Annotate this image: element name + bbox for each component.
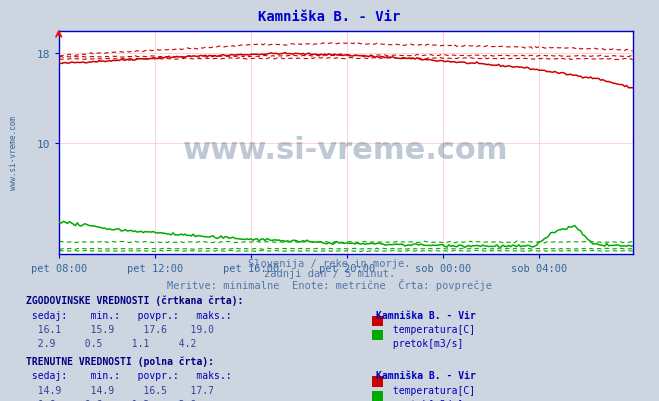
Text: Slovenija / reke in morje.: Slovenija / reke in morje. [248,259,411,269]
Text: pretok[m3/s]: pretok[m3/s] [387,338,463,348]
Text: temperatura[C]: temperatura[C] [387,385,475,395]
Text: sedaj:    min.:   povpr.:   maks.:: sedaj: min.: povpr.: maks.: [26,310,232,320]
Text: ZGODOVINSKE VREDNOSTI (črtkana črta):: ZGODOVINSKE VREDNOSTI (črtkana črta): [26,295,244,305]
Text: www.si-vreme.com: www.si-vreme.com [9,115,18,189]
Text: 0.6     0.6     1.2     2.9: 0.6 0.6 1.2 2.9 [26,399,197,401]
Text: 16.1     15.9     17.6    19.0: 16.1 15.9 17.6 19.0 [26,324,214,334]
Text: Kamniška B. - Vir: Kamniška B. - Vir [376,371,476,381]
Text: 2.9     0.5     1.1     4.2: 2.9 0.5 1.1 4.2 [26,338,197,348]
Text: www.si-vreme.com: www.si-vreme.com [183,136,509,164]
Text: Meritve: minimalne  Enote: metrične  Črta: povprečje: Meritve: minimalne Enote: metrične Črta:… [167,279,492,291]
Text: temperatura[C]: temperatura[C] [387,324,475,334]
Text: 14.9     14.9     16.5    17.7: 14.9 14.9 16.5 17.7 [26,385,214,395]
Text: Kamniška B. - Vir: Kamniška B. - Vir [376,310,476,320]
Text: zadnji dan / 5 minut.: zadnji dan / 5 minut. [264,269,395,279]
Text: Kamniška B. - Vir: Kamniška B. - Vir [258,10,401,24]
Text: TRENUTNE VREDNOSTI (polna črta):: TRENUTNE VREDNOSTI (polna črta): [26,355,214,366]
Text: pretok[m3/s]: pretok[m3/s] [387,399,463,401]
Text: sedaj:    min.:   povpr.:   maks.:: sedaj: min.: povpr.: maks.: [26,371,232,381]
